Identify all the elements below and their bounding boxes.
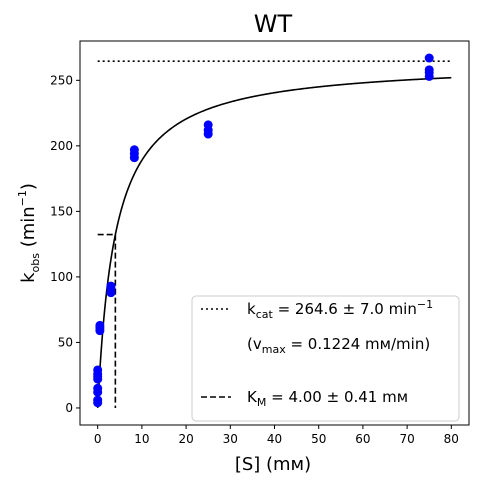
legend-symbol: (v bbox=[247, 335, 262, 353]
legend-symbol: k bbox=[247, 300, 256, 318]
data-point bbox=[129, 145, 139, 155]
legend-value: = 4.00 ± 0.41 mм bbox=[266, 388, 408, 406]
y-label-close: ) bbox=[18, 183, 39, 190]
km-marker bbox=[97, 233, 117, 408]
legend-entry: (vmax = 0.1224 mм/min) bbox=[247, 335, 430, 356]
data-point bbox=[203, 120, 213, 130]
x-tick-label: 30 bbox=[223, 432, 238, 446]
data-point bbox=[93, 395, 103, 405]
michaelis-menten-fit bbox=[96, 76, 452, 409]
legend-value: = 0.1224 mм/min) bbox=[286, 335, 430, 353]
x-tick-label: 60 bbox=[355, 432, 370, 446]
legend: kcat = 264.6 ± 7.0 min−1 (vmax = 0.1224 m… bbox=[191, 295, 460, 422]
data-point bbox=[95, 320, 105, 330]
data-points bbox=[93, 53, 434, 408]
data-point bbox=[424, 53, 434, 63]
y-label-unit: (min bbox=[18, 206, 39, 253]
x-tick-label: 70 bbox=[399, 432, 414, 446]
y-label-k: k bbox=[18, 272, 39, 283]
y-tick-label: 200 bbox=[50, 139, 73, 153]
x-tick-label: 80 bbox=[444, 432, 459, 446]
y-tick-label: 0 bbox=[65, 401, 73, 415]
x-tick-label: 20 bbox=[178, 432, 193, 446]
legend-value: = 264.6 ± 7.0 min bbox=[273, 300, 417, 318]
legend-subscript: max bbox=[262, 343, 286, 356]
data-point bbox=[93, 365, 103, 375]
y-tick-label: 250 bbox=[50, 73, 73, 87]
x-tick-label: 0 bbox=[94, 432, 102, 446]
x-tick-label: 50 bbox=[311, 432, 326, 446]
y-tick-label: 150 bbox=[50, 204, 73, 218]
legend-box bbox=[191, 295, 460, 422]
legend-superscript: −1 bbox=[417, 298, 433, 311]
chart-title: WT bbox=[254, 10, 293, 38]
y-label-sub: obs bbox=[29, 253, 42, 273]
legend-entry: KM = 4.00 ± 0.41 mм bbox=[247, 388, 408, 409]
data-point bbox=[424, 65, 434, 75]
x-axis-label: [S] (mм) bbox=[235, 454, 311, 475]
data-point bbox=[106, 281, 116, 291]
x-axis-ticks: 0 10 20 30 40 50 60 70 80 bbox=[94, 425, 459, 446]
legend-symbol: K bbox=[247, 388, 258, 406]
fit-curve bbox=[96, 76, 452, 409]
y-label-sup: −1 bbox=[16, 190, 29, 206]
y-axis-ticks: 0 50 100 150 200 250 bbox=[50, 73, 80, 415]
legend-subscript: cat bbox=[256, 308, 274, 321]
x-tick-label: 40 bbox=[267, 432, 282, 446]
legend-entry: kcat = 264.6 ± 7.0 min−1 bbox=[247, 298, 433, 321]
y-tick-label: 50 bbox=[58, 335, 73, 349]
legend-subscript: M bbox=[257, 396, 267, 409]
x-tick-label: 10 bbox=[134, 432, 149, 446]
data-point bbox=[93, 383, 103, 393]
y-axis-label: kobs (min−1) bbox=[16, 183, 42, 283]
y-tick-label: 100 bbox=[50, 270, 73, 284]
